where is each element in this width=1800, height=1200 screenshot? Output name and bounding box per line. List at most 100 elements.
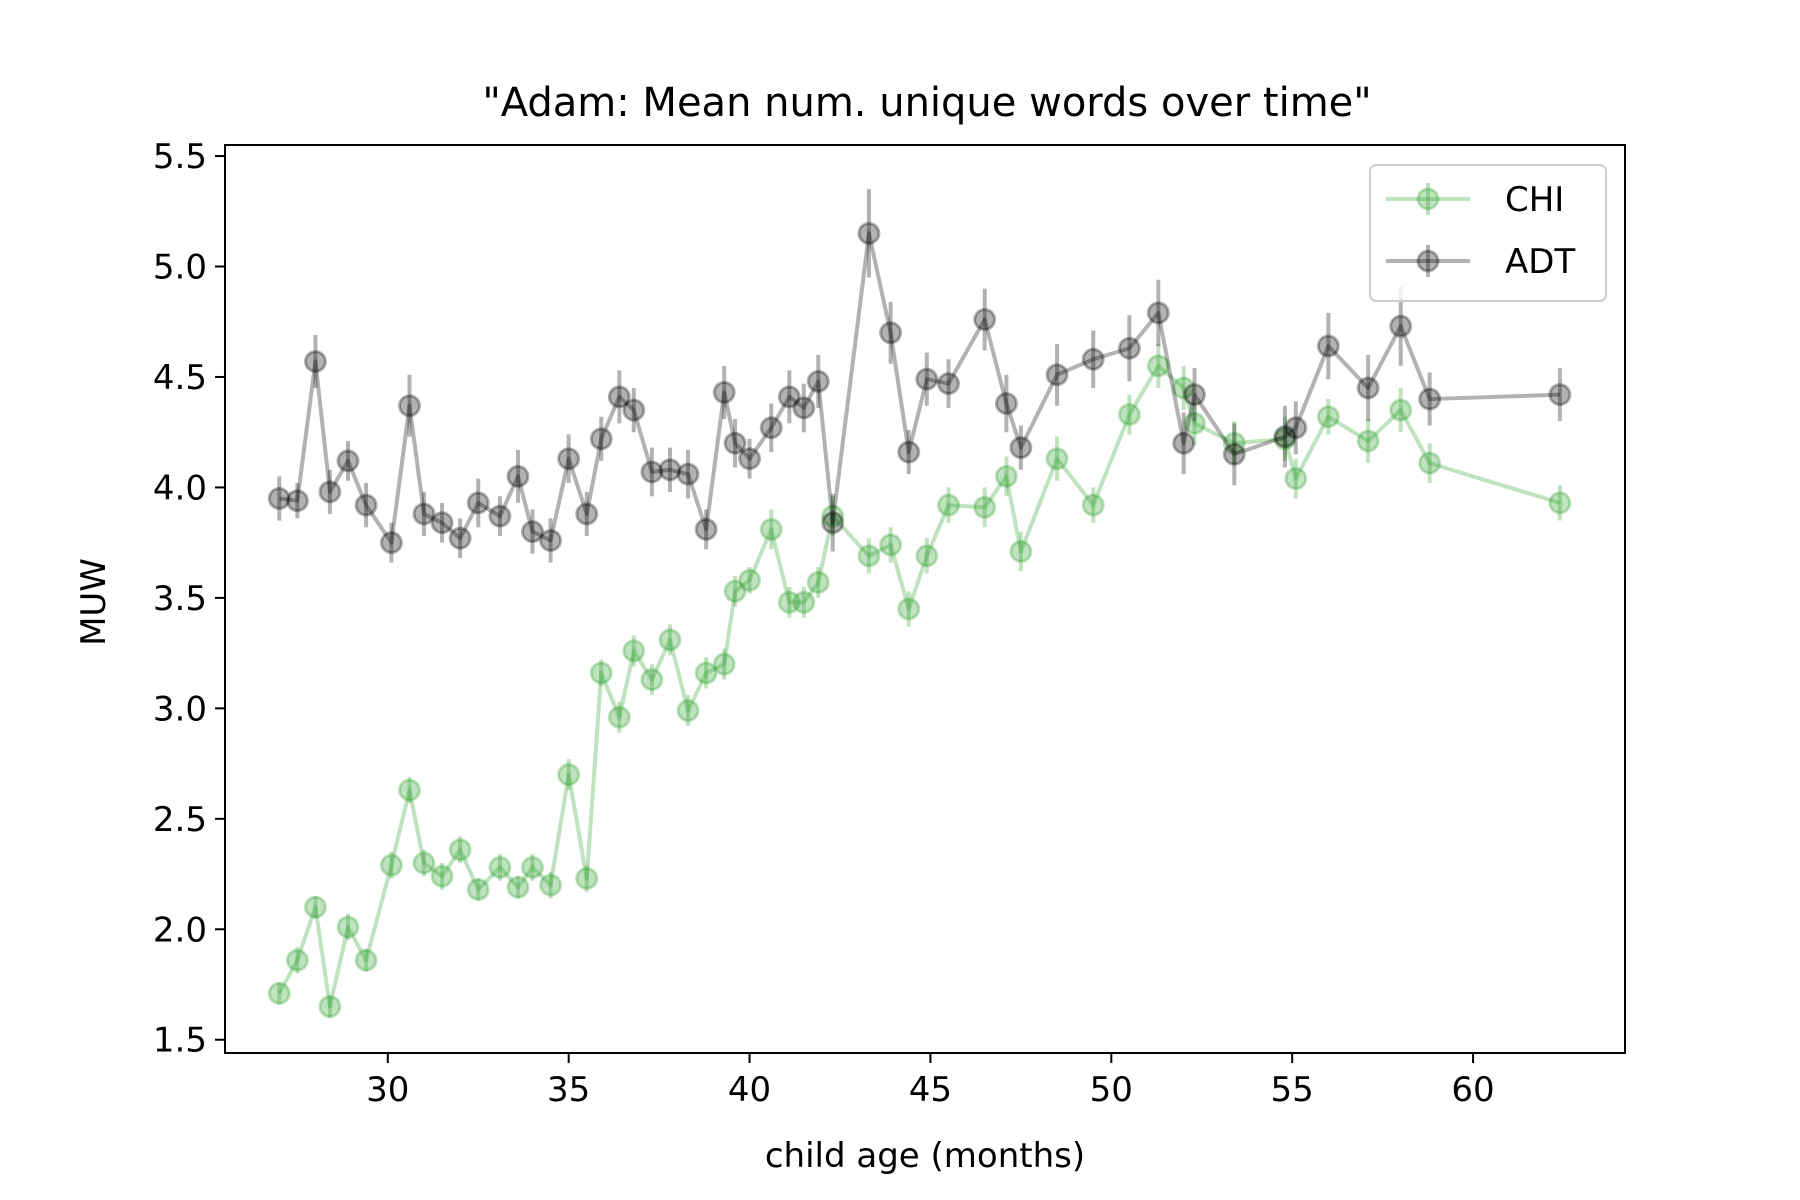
data-point xyxy=(354,493,378,517)
data-point xyxy=(1548,491,1572,515)
data-point xyxy=(1273,425,1297,449)
data-point xyxy=(1273,427,1297,451)
data-point xyxy=(973,495,997,519)
plot-area xyxy=(267,189,1572,1019)
y-tick-label: 1.5 xyxy=(153,1021,207,1061)
data-point xyxy=(676,699,700,723)
data-point xyxy=(723,579,747,603)
data-point xyxy=(640,668,664,692)
data-point xyxy=(575,502,599,526)
x-tick-label: 40 xyxy=(728,1070,771,1110)
data-point xyxy=(694,661,718,685)
y-tick-label: 2.5 xyxy=(153,800,207,840)
data-point xyxy=(806,570,830,594)
data-point xyxy=(607,385,631,409)
data-point xyxy=(589,427,613,451)
data-point xyxy=(738,568,762,592)
data-point xyxy=(676,462,700,486)
x-tick-label: 60 xyxy=(1451,1070,1494,1110)
y-tick-label: 4.5 xyxy=(153,358,207,398)
x-tick-label: 50 xyxy=(1090,1070,1133,1110)
series-chi xyxy=(267,343,1572,1019)
x-tick-label: 35 xyxy=(547,1070,590,1110)
data-point xyxy=(303,895,327,919)
data-point xyxy=(506,464,530,488)
y-tick-label: 5.5 xyxy=(153,137,207,177)
data-point xyxy=(336,449,360,473)
data-point xyxy=(520,520,544,544)
data-point xyxy=(303,350,327,374)
data-point xyxy=(466,878,490,902)
data-point xyxy=(937,372,961,396)
data-point xyxy=(379,531,403,555)
data-point xyxy=(539,528,563,552)
data-point xyxy=(712,380,736,404)
data-point xyxy=(694,517,718,541)
x-axis-title: child age (months) xyxy=(765,1136,1085,1176)
data-point xyxy=(397,394,421,418)
legend: CHI ADT xyxy=(1369,164,1607,302)
data-point xyxy=(430,864,454,888)
series-line xyxy=(277,363,1561,1009)
x-tick-label: 55 xyxy=(1271,1070,1314,1110)
data-point xyxy=(879,533,903,557)
y-tick-label: 2.0 xyxy=(153,910,207,950)
data-point xyxy=(575,866,599,890)
data-point xyxy=(607,705,631,729)
data-point xyxy=(777,590,801,614)
data-point xyxy=(937,493,961,517)
data-point xyxy=(1172,376,1196,400)
data-point xyxy=(879,321,903,345)
data-point xyxy=(589,661,613,685)
legend-label: CHI xyxy=(1505,180,1564,220)
data-point xyxy=(318,480,342,504)
data-point xyxy=(285,489,309,513)
data-point xyxy=(857,221,881,245)
legend-box xyxy=(1369,164,1607,302)
y-tick-label: 5.0 xyxy=(153,248,207,288)
data-point xyxy=(792,396,816,420)
data-point xyxy=(1356,376,1380,400)
data-point xyxy=(448,526,472,550)
y-tick-label: 3.5 xyxy=(153,579,207,619)
data-point xyxy=(336,915,360,939)
data-point xyxy=(267,486,291,510)
legend-marker xyxy=(1416,249,1440,273)
data-point xyxy=(466,491,490,515)
data-point xyxy=(897,597,921,621)
data-point xyxy=(506,875,530,899)
data-point xyxy=(557,447,581,471)
data-point xyxy=(857,544,881,568)
data-point xyxy=(622,398,646,422)
data-point xyxy=(1316,405,1340,429)
data-point xyxy=(488,855,512,879)
x-tick-label: 45 xyxy=(909,1070,952,1110)
data-point xyxy=(448,838,472,862)
data-point xyxy=(1418,387,1442,411)
data-point xyxy=(759,416,783,440)
data-point xyxy=(777,385,801,409)
data-point xyxy=(1117,336,1141,360)
data-point xyxy=(285,948,309,972)
data-point xyxy=(1356,429,1380,453)
data-point xyxy=(520,855,544,879)
data-point xyxy=(915,544,939,568)
data-point xyxy=(1389,398,1413,422)
data-point xyxy=(412,851,436,875)
data-point xyxy=(658,458,682,482)
data-point xyxy=(973,308,997,332)
data-point xyxy=(488,504,512,528)
data-point xyxy=(1183,411,1207,435)
data-point xyxy=(1548,383,1572,407)
data-point xyxy=(806,369,830,393)
data-point xyxy=(1146,301,1170,325)
data-point xyxy=(1316,334,1340,358)
data-point xyxy=(658,628,682,652)
data-point xyxy=(1222,431,1246,455)
data-point xyxy=(1172,431,1196,455)
plot-frame xyxy=(224,144,1626,1054)
data-point xyxy=(723,431,747,455)
data-point xyxy=(557,763,581,787)
data-point xyxy=(1081,493,1105,517)
